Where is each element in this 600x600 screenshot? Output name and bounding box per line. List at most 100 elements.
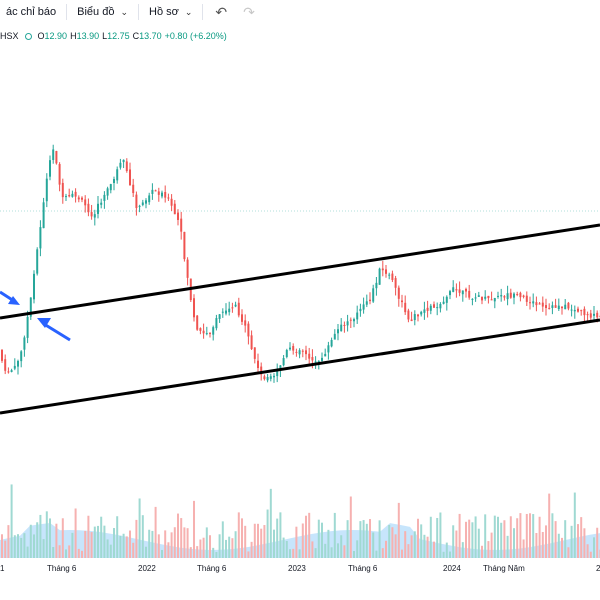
volume-bar xyxy=(186,528,189,558)
candle-body xyxy=(17,360,19,367)
volume-bar xyxy=(212,547,215,558)
volume-bar xyxy=(439,512,442,558)
candle-body xyxy=(490,299,493,301)
undo-icon[interactable]: ↶ xyxy=(215,3,228,20)
volume-bar xyxy=(33,534,35,558)
candle-body xyxy=(282,358,285,366)
volume-bar xyxy=(237,512,240,558)
candle-body xyxy=(71,193,74,197)
chart-menu-button[interactable]: Biểu đồ ⌄ xyxy=(71,0,134,24)
candle-body xyxy=(410,319,413,322)
candle-body xyxy=(20,351,23,362)
indicators-button[interactable]: ác chỉ báo xyxy=(0,0,62,24)
volume-bar xyxy=(388,524,391,558)
candle-body xyxy=(103,194,106,201)
chart-menu-label: Biểu đồ xyxy=(77,6,115,18)
volume-bar xyxy=(311,541,314,558)
volume-bar xyxy=(119,535,122,558)
candle-body xyxy=(225,310,227,314)
volume-bar xyxy=(516,518,519,558)
volume-bar xyxy=(538,516,541,558)
volume-bar xyxy=(116,516,119,558)
candle-body xyxy=(465,288,467,292)
candle-body xyxy=(257,360,259,369)
breakout-arrow-left[interactable] xyxy=(0,290,20,305)
volume-bar xyxy=(244,525,247,558)
volume-bar xyxy=(292,548,295,558)
candle-body xyxy=(439,304,442,309)
candle-body xyxy=(26,316,29,338)
volume-bar xyxy=(394,534,397,558)
candle-body xyxy=(493,298,496,302)
candle-body xyxy=(369,299,371,302)
volume-bar xyxy=(36,522,39,558)
toolbar-divider xyxy=(202,4,204,20)
open-value: 12.90 xyxy=(44,31,68,41)
volume-bar xyxy=(554,521,557,558)
toolbar-divider xyxy=(66,4,68,20)
volume-bar xyxy=(413,531,416,558)
candle-body xyxy=(442,301,445,304)
candle-body xyxy=(433,304,435,308)
candle-body xyxy=(273,375,275,378)
volume-bar xyxy=(269,488,272,558)
candle-body xyxy=(385,269,387,274)
candle-body xyxy=(151,189,154,194)
candle-body xyxy=(29,297,32,317)
breakout-arrow-right[interactable] xyxy=(37,318,71,342)
candle-body xyxy=(90,212,93,217)
volume-bar xyxy=(381,548,384,558)
volume-bar xyxy=(308,512,311,558)
volume-bar xyxy=(356,540,359,558)
volume-bar xyxy=(346,520,349,558)
close-value: 13.70 xyxy=(139,31,162,41)
volume-bar xyxy=(465,521,467,558)
volume-bar xyxy=(250,541,253,558)
candle-body xyxy=(481,296,483,301)
candle-body xyxy=(359,308,362,312)
volume-bar xyxy=(170,532,173,558)
candle-body xyxy=(554,305,557,308)
candle-body xyxy=(516,293,519,295)
candle-body xyxy=(4,359,7,371)
volume-bar xyxy=(503,520,506,558)
candle-body xyxy=(314,361,317,363)
candle-body xyxy=(173,203,176,215)
candle-body xyxy=(58,164,61,185)
candle-body xyxy=(356,312,359,320)
volume-bar xyxy=(93,526,96,558)
volume-bar xyxy=(362,520,365,558)
candle-body xyxy=(541,302,544,307)
volume-bar xyxy=(573,492,576,558)
candle-body xyxy=(52,149,55,160)
volume-bar xyxy=(455,530,458,558)
candle-body xyxy=(122,159,125,163)
profile-menu-button[interactable]: Hồ sơ ⌄ xyxy=(143,0,198,24)
candle-body xyxy=(503,296,506,298)
candle-body xyxy=(397,287,400,299)
volume-bar xyxy=(177,513,179,558)
redo-icon[interactable]: ↷ xyxy=(243,3,255,20)
volume-bar xyxy=(557,533,560,558)
candle-body xyxy=(39,227,42,249)
candle-body xyxy=(577,308,579,312)
volume-bar xyxy=(122,533,125,558)
candle-body xyxy=(586,314,589,316)
candle-body xyxy=(97,203,99,214)
candle-body xyxy=(349,319,352,321)
candle-body xyxy=(365,301,368,305)
volume-bar xyxy=(167,542,170,558)
volume-bar xyxy=(493,515,496,558)
volume-bar xyxy=(257,523,259,558)
volume-bar xyxy=(513,528,515,558)
candle-body xyxy=(45,178,48,202)
volume-bar xyxy=(484,514,487,558)
candle-body xyxy=(228,308,231,313)
volume-bar xyxy=(391,527,394,558)
upper-channel-line[interactable] xyxy=(0,223,600,320)
lower-channel-line[interactable] xyxy=(0,318,600,415)
volume-bar xyxy=(321,522,323,558)
time-axis-label: 1 xyxy=(0,564,5,573)
low-value: 12.75 xyxy=(107,31,130,41)
